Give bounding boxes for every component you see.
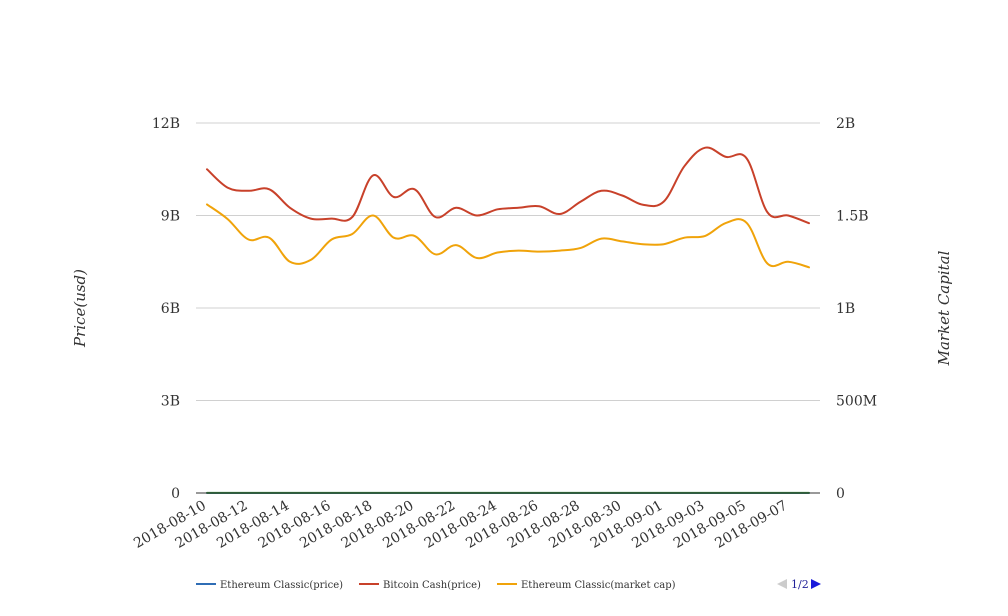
- series-lines: [206, 146, 810, 495]
- legend-pager: 1/2: [777, 578, 821, 591]
- right-y-tick-label: 0: [836, 486, 845, 502]
- legend-item-ethereum-classic-price[interactable]: Ethereum Classic(price): [196, 580, 343, 591]
- legend-label: Ethereum Classic(price): [220, 580, 343, 591]
- right-y-tick-label: 1.5B: [836, 209, 869, 225]
- right-y-tick-label: 500M: [836, 394, 877, 410]
- left-y-axis-title: Price(usd): [71, 269, 89, 348]
- legend-prev-arrow-icon[interactable]: [777, 579, 787, 589]
- left-y-tick-label: 12B: [152, 116, 180, 132]
- legend-label: Bitcoin Cash(price): [383, 580, 481, 591]
- bitcoin-cash-price-line: [206, 146, 810, 225]
- left-y-tick-label: 3B: [161, 394, 180, 410]
- gridlines: [196, 122, 820, 401]
- right-y-tick-label: 1B: [836, 301, 855, 317]
- left-y-tick-label: 0: [171, 486, 180, 502]
- ethereum-classic-market-cap-line: [206, 203, 810, 269]
- legend-item-bitcoin-cash-price[interactable]: Bitcoin Cash(price): [359, 580, 481, 591]
- left-y-axis-ticks: 0 3B 6B 9B 12B: [152, 116, 180, 502]
- legend-label: Ethereum Classic(market cap): [521, 580, 676, 591]
- right-y-axis-title: Market Capital: [935, 250, 953, 366]
- left-y-tick-label: 9B: [161, 209, 180, 225]
- left-y-tick-label: 6B: [161, 301, 180, 317]
- x-axis-ticks: 2018-08-102018-08-122018-08-142018-08-16…: [131, 498, 790, 552]
- legend-page-indicator: 1/2: [791, 578, 809, 591]
- right-y-axis-ticks: 0 500M 1B 1.5B 2B: [836, 116, 877, 502]
- legend-item-ethereum-classic-market-cap[interactable]: Ethereum Classic(market cap): [497, 580, 676, 591]
- legend: Ethereum Classic(price) Bitcoin Cash(pric…: [196, 580, 676, 591]
- legend-next-arrow-icon[interactable]: [811, 579, 821, 589]
- right-y-tick-label: 2B: [836, 116, 855, 132]
